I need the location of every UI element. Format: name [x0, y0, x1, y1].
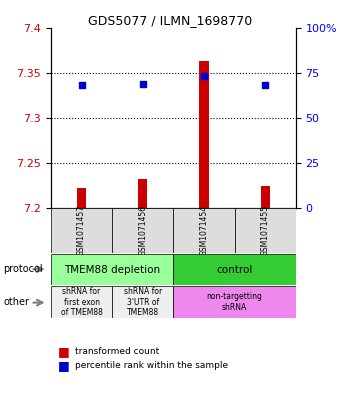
FancyBboxPatch shape: [51, 254, 173, 285]
Text: shRNA for
3'UTR of
TMEM88: shRNA for 3'UTR of TMEM88: [124, 287, 162, 317]
Bar: [77, 188, 86, 208]
Text: other: other: [3, 297, 29, 307]
Bar: [261, 186, 270, 208]
Text: transformed count: transformed count: [75, 347, 159, 356]
Text: ■: ■: [58, 345, 70, 358]
FancyBboxPatch shape: [112, 286, 173, 318]
Text: shRNA for
first exon
of TMEM88: shRNA for first exon of TMEM88: [61, 287, 103, 317]
Text: percentile rank within the sample: percentile rank within the sample: [75, 361, 228, 370]
Text: control: control: [217, 264, 253, 275]
FancyBboxPatch shape: [51, 286, 112, 318]
FancyBboxPatch shape: [173, 254, 296, 285]
Text: protocol: protocol: [3, 264, 43, 274]
Text: GSM1071456: GSM1071456: [138, 205, 147, 257]
FancyBboxPatch shape: [112, 208, 173, 253]
Text: GSM1071454: GSM1071454: [200, 205, 208, 257]
Text: GSM1071455: GSM1071455: [261, 205, 270, 257]
Bar: [199, 61, 209, 208]
Text: non-targetting
shRNA: non-targetting shRNA: [207, 292, 262, 312]
FancyBboxPatch shape: [173, 208, 235, 253]
Text: GDS5077 / ILMN_1698770: GDS5077 / ILMN_1698770: [88, 14, 252, 27]
FancyBboxPatch shape: [173, 286, 296, 318]
Text: ■: ■: [58, 359, 70, 372]
Bar: [138, 179, 148, 208]
Text: GSM1071457: GSM1071457: [77, 205, 86, 257]
Text: TMEM88 depletion: TMEM88 depletion: [64, 264, 160, 275]
FancyBboxPatch shape: [51, 208, 112, 253]
FancyBboxPatch shape: [235, 208, 296, 253]
